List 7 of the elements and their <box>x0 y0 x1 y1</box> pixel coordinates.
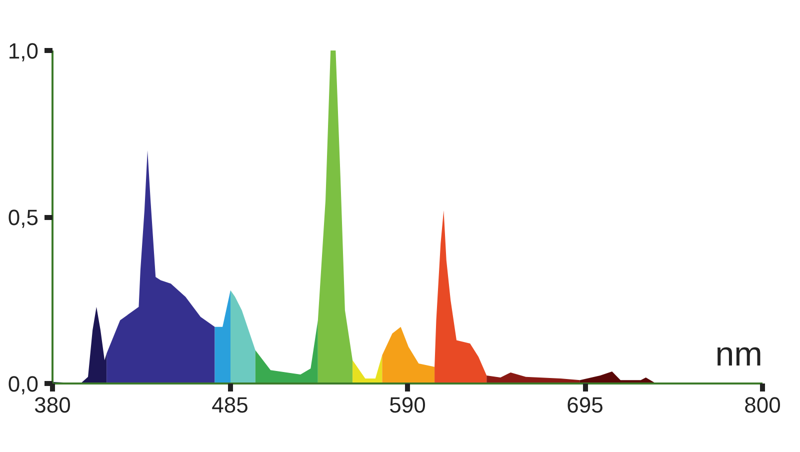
x-tick-label: 485 <box>212 392 248 418</box>
y-tick-label: 1,0 <box>8 38 39 64</box>
x-tick-label: 695 <box>566 392 604 418</box>
x-tick-label: 590 <box>389 392 426 418</box>
x-axis-title: nm <box>715 336 763 374</box>
y-tick-label: 0,5 <box>8 205 39 230</box>
x-tick-label: 800 <box>744 392 781 418</box>
